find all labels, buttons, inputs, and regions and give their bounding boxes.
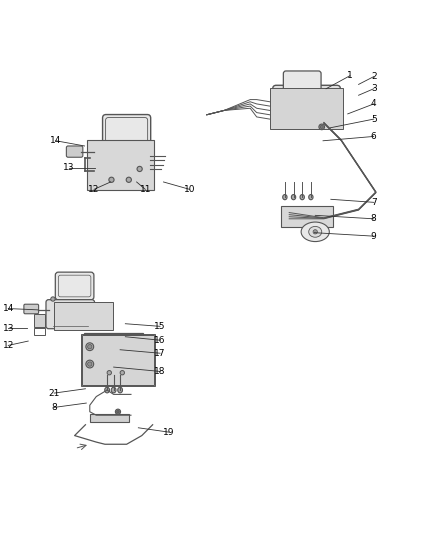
Ellipse shape — [283, 195, 287, 200]
Ellipse shape — [301, 222, 329, 241]
Ellipse shape — [117, 410, 119, 413]
Text: 13: 13 — [63, 163, 75, 172]
FancyBboxPatch shape — [46, 300, 95, 329]
FancyBboxPatch shape — [95, 355, 128, 364]
Ellipse shape — [309, 227, 322, 237]
Text: 3: 3 — [371, 84, 377, 93]
Bar — [280, 206, 332, 228]
Ellipse shape — [86, 360, 94, 368]
Ellipse shape — [88, 362, 92, 366]
Text: 13: 13 — [3, 324, 14, 333]
Text: 19: 19 — [163, 427, 174, 437]
Ellipse shape — [313, 230, 318, 234]
Ellipse shape — [291, 195, 296, 200]
Ellipse shape — [126, 177, 131, 182]
FancyBboxPatch shape — [283, 71, 321, 93]
Text: 10: 10 — [184, 185, 195, 194]
Ellipse shape — [137, 166, 142, 172]
Text: 12: 12 — [3, 341, 14, 350]
Ellipse shape — [105, 387, 110, 393]
Ellipse shape — [115, 409, 120, 414]
Ellipse shape — [109, 177, 114, 182]
Text: 14: 14 — [3, 304, 14, 313]
Ellipse shape — [86, 343, 94, 351]
Text: 12: 12 — [88, 185, 100, 194]
FancyBboxPatch shape — [95, 338, 128, 347]
Text: 17: 17 — [154, 349, 166, 358]
FancyBboxPatch shape — [67, 146, 83, 157]
Text: 21: 21 — [49, 389, 60, 398]
Ellipse shape — [320, 125, 323, 128]
Text: 16: 16 — [154, 336, 166, 345]
Bar — [96, 143, 148, 182]
Text: 15: 15 — [154, 322, 166, 331]
Bar — [54, 302, 113, 330]
Ellipse shape — [51, 297, 55, 301]
Ellipse shape — [88, 344, 92, 349]
Bar — [85, 333, 143, 374]
FancyBboxPatch shape — [55, 272, 94, 300]
Text: 11: 11 — [140, 185, 151, 194]
Bar — [35, 328, 46, 335]
Bar — [82, 335, 154, 385]
Bar — [87, 335, 141, 372]
Ellipse shape — [107, 370, 111, 375]
Ellipse shape — [309, 195, 313, 200]
Text: 5: 5 — [371, 115, 377, 124]
Ellipse shape — [300, 195, 304, 200]
Bar — [94, 141, 151, 184]
Text: 6: 6 — [371, 132, 377, 141]
Text: 8: 8 — [51, 403, 57, 412]
FancyBboxPatch shape — [24, 304, 39, 314]
FancyBboxPatch shape — [279, 90, 335, 118]
Bar — [90, 414, 129, 422]
FancyBboxPatch shape — [273, 85, 340, 127]
Ellipse shape — [319, 124, 325, 130]
Bar — [270, 87, 343, 129]
Bar — [87, 140, 154, 190]
Ellipse shape — [111, 387, 116, 393]
Ellipse shape — [118, 387, 123, 393]
FancyBboxPatch shape — [102, 115, 151, 146]
Text: 18: 18 — [154, 367, 166, 376]
Text: 4: 4 — [371, 100, 377, 108]
Text: 9: 9 — [371, 232, 377, 241]
Text: 8: 8 — [371, 214, 377, 223]
Ellipse shape — [120, 370, 124, 375]
Bar — [35, 314, 46, 327]
Text: 14: 14 — [50, 136, 62, 146]
FancyBboxPatch shape — [95, 346, 128, 356]
Text: 1: 1 — [347, 71, 353, 80]
Text: 2: 2 — [371, 72, 377, 81]
Text: 7: 7 — [371, 198, 377, 207]
Bar — [81, 334, 155, 386]
